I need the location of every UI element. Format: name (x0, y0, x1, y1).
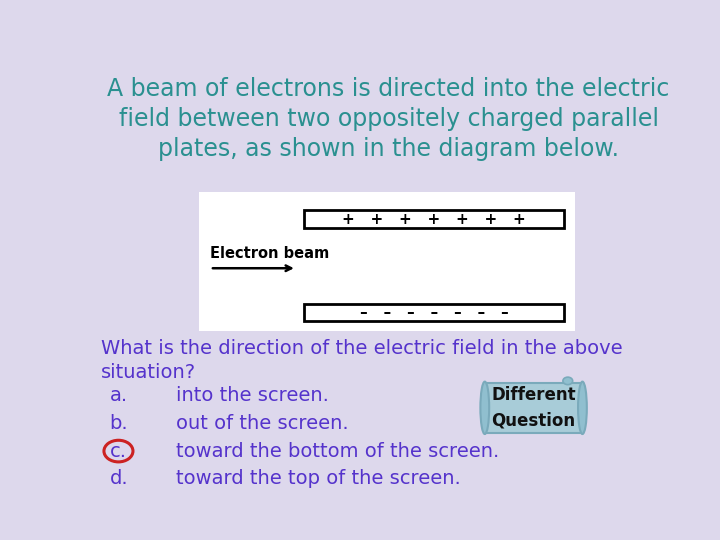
Text: toward the bottom of the screen.: toward the bottom of the screen. (176, 442, 500, 461)
Text: A beam of electrons is directed into the electric: A beam of electrons is directed into the… (107, 77, 670, 102)
Ellipse shape (480, 382, 489, 434)
Ellipse shape (563, 377, 572, 384)
Text: into the screen.: into the screen. (176, 386, 329, 405)
FancyBboxPatch shape (485, 383, 582, 433)
Text: out of the screen.: out of the screen. (176, 414, 349, 433)
Bar (305, 303, 564, 321)
Text: d.: d. (109, 469, 128, 489)
FancyBboxPatch shape (199, 192, 575, 331)
Ellipse shape (578, 382, 587, 434)
Bar (305, 211, 564, 228)
Text: What is the direction of the electric field in the above: What is the direction of the electric fi… (101, 339, 623, 358)
Text: +   +   +   +   +   +   +: + + + + + + + (342, 212, 526, 227)
Text: plates, as shown in the diagram below.: plates, as shown in the diagram below. (158, 137, 619, 161)
Text: field between two oppositely charged parallel: field between two oppositely charged par… (119, 107, 659, 131)
Text: Different
Question: Different Question (491, 386, 576, 429)
Text: situation?: situation? (101, 363, 197, 382)
Text: Electron beam: Electron beam (210, 246, 329, 261)
Text: b.: b. (109, 414, 128, 433)
Text: c.: c. (109, 442, 127, 461)
Text: –   –   –   –   –   –   –: – – – – – – – (360, 305, 508, 320)
Text: a.: a. (109, 386, 127, 405)
Text: toward the top of the screen.: toward the top of the screen. (176, 469, 462, 489)
